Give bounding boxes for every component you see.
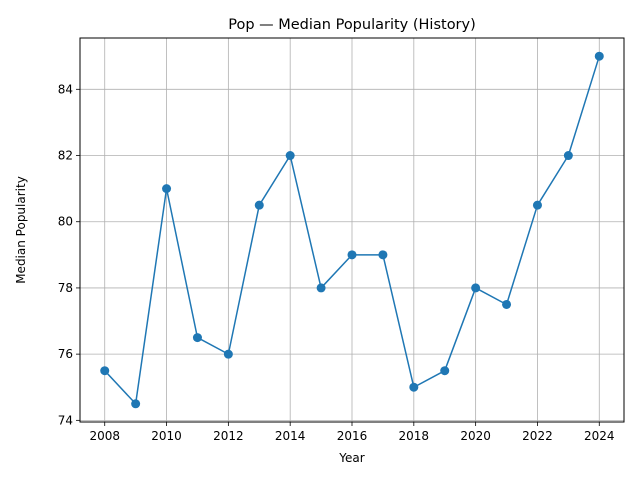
chart-title: Pop — Median Popularity (History) — [228, 17, 476, 33]
data-point — [100, 366, 110, 376]
data-point — [563, 151, 573, 161]
y-axis-label: Median Popularity — [14, 176, 28, 284]
y-axis-ticks: 74 76 78 80 82 84 — [58, 82, 80, 427]
y-tick-label: 76 — [58, 347, 73, 361]
x-tick-label: 2024 — [584, 429, 615, 443]
data-point — [532, 200, 542, 210]
data-point — [471, 283, 481, 293]
data-point — [502, 299, 512, 309]
data-point — [131, 399, 141, 409]
x-tick-label: 2008 — [89, 429, 120, 443]
data-point — [409, 382, 419, 392]
y-tick-label: 80 — [58, 215, 73, 229]
y-tick-label: 82 — [58, 149, 73, 163]
x-tick-label: 2018 — [399, 429, 430, 443]
x-tick-label: 2016 — [337, 429, 368, 443]
data-point — [347, 250, 357, 260]
data-point — [162, 184, 172, 194]
y-tick-label: 84 — [58, 82, 73, 96]
x-tick-label: 2010 — [151, 429, 182, 443]
data-point — [440, 366, 450, 376]
y-tick-label: 74 — [58, 413, 73, 427]
x-tick-label: 2022 — [522, 429, 553, 443]
y-tick-label: 78 — [58, 281, 73, 295]
data-point — [192, 333, 202, 343]
data-point — [316, 283, 326, 293]
data-point — [594, 51, 604, 61]
data-point — [378, 250, 388, 260]
x-axis-ticks: 2008 2010 2012 2014 2016 2018 2020 2022 2024 — [89, 422, 615, 443]
x-tick-label: 2012 — [213, 429, 244, 443]
x-tick-label: 2014 — [275, 429, 306, 443]
x-axis-label: Year — [338, 451, 364, 465]
x-tick-label: 2020 — [460, 429, 491, 443]
series-layer — [100, 51, 604, 409]
data-point — [285, 151, 295, 161]
grid-lines — [80, 38, 624, 422]
data-point — [223, 349, 233, 359]
data-point — [254, 200, 264, 210]
